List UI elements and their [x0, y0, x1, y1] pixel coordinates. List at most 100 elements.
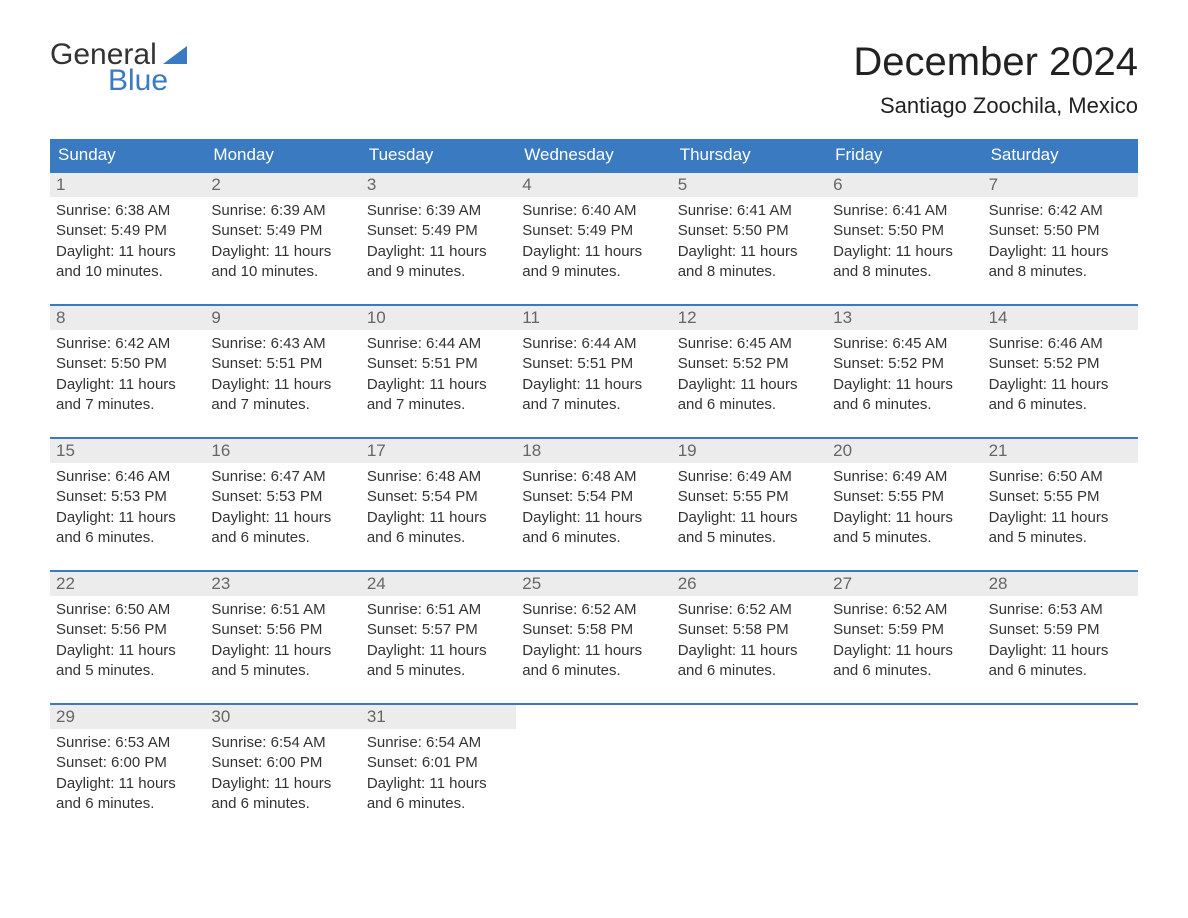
daylight-text: Daylight: 11 hours and 9 minutes.	[522, 242, 665, 283]
sunset-text: Sunset: 5:56 PM	[56, 620, 199, 640]
day-body: Sunrise: 6:40 AMSunset: 5:49 PMDaylight:…	[516, 197, 671, 286]
day-cell: 13Sunrise: 6:45 AMSunset: 5:52 PMDayligh…	[827, 306, 982, 419]
calendar-week: 15Sunrise: 6:46 AMSunset: 5:53 PMDayligh…	[50, 437, 1138, 552]
sunset-text: Sunset: 5:59 PM	[833, 620, 976, 640]
day-body: Sunrise: 6:48 AMSunset: 5:54 PMDaylight:…	[361, 463, 516, 552]
day-cell: 23Sunrise: 6:51 AMSunset: 5:56 PMDayligh…	[205, 572, 360, 685]
page-header: General Blue December 2024 Santiago Zooc…	[50, 40, 1138, 129]
day-cell: 1Sunrise: 6:38 AMSunset: 5:49 PMDaylight…	[50, 173, 205, 286]
logo: General Blue	[50, 40, 187, 96]
daylight-text: Daylight: 11 hours and 10 minutes.	[56, 242, 199, 283]
day-number: 26	[672, 572, 827, 596]
day-body: Sunrise: 6:52 AMSunset: 5:58 PMDaylight:…	[672, 596, 827, 685]
day-number: 25	[516, 572, 671, 596]
day-body: Sunrise: 6:45 AMSunset: 5:52 PMDaylight:…	[672, 330, 827, 419]
day-number: 22	[50, 572, 205, 596]
dow-sunday: Sunday	[50, 139, 205, 171]
daylight-text: Daylight: 11 hours and 6 minutes.	[522, 641, 665, 682]
sunset-text: Sunset: 5:53 PM	[56, 487, 199, 507]
day-body: Sunrise: 6:49 AMSunset: 5:55 PMDaylight:…	[672, 463, 827, 552]
sunset-text: Sunset: 5:54 PM	[367, 487, 510, 507]
daylight-text: Daylight: 11 hours and 7 minutes.	[522, 375, 665, 416]
sunset-text: Sunset: 5:56 PM	[211, 620, 354, 640]
day-cell: 19Sunrise: 6:49 AMSunset: 5:55 PMDayligh…	[672, 439, 827, 552]
daylight-text: Daylight: 11 hours and 5 minutes.	[56, 641, 199, 682]
day-cell: 16Sunrise: 6:47 AMSunset: 5:53 PMDayligh…	[205, 439, 360, 552]
location-text: Santiago Zoochila, Mexico	[853, 93, 1138, 119]
day-cell: 22Sunrise: 6:50 AMSunset: 5:56 PMDayligh…	[50, 572, 205, 685]
sunset-text: Sunset: 5:49 PM	[367, 221, 510, 241]
title-block: December 2024 Santiago Zoochila, Mexico	[853, 40, 1138, 129]
day-number: 1	[50, 173, 205, 197]
sunrise-text: Sunrise: 6:39 AM	[367, 201, 510, 221]
day-cell: 29Sunrise: 6:53 AMSunset: 6:00 PMDayligh…	[50, 705, 205, 818]
day-body: Sunrise: 6:51 AMSunset: 5:57 PMDaylight:…	[361, 596, 516, 685]
day-body: Sunrise: 6:50 AMSunset: 5:56 PMDaylight:…	[50, 596, 205, 685]
day-cell: 14Sunrise: 6:46 AMSunset: 5:52 PMDayligh…	[983, 306, 1138, 419]
sunset-text: Sunset: 5:51 PM	[367, 354, 510, 374]
day-body: Sunrise: 6:53 AMSunset: 5:59 PMDaylight:…	[983, 596, 1138, 685]
day-body: Sunrise: 6:41 AMSunset: 5:50 PMDaylight:…	[827, 197, 982, 286]
daylight-text: Daylight: 11 hours and 8 minutes.	[833, 242, 976, 283]
sunrise-text: Sunrise: 6:51 AM	[211, 600, 354, 620]
sunrise-text: Sunrise: 6:49 AM	[833, 467, 976, 487]
daylight-text: Daylight: 11 hours and 5 minutes.	[211, 641, 354, 682]
calendar-week: 8Sunrise: 6:42 AMSunset: 5:50 PMDaylight…	[50, 304, 1138, 419]
sunrise-text: Sunrise: 6:41 AM	[833, 201, 976, 221]
sunrise-text: Sunrise: 6:46 AM	[56, 467, 199, 487]
day-number: 5	[672, 173, 827, 197]
day-cell: 9Sunrise: 6:43 AMSunset: 5:51 PMDaylight…	[205, 306, 360, 419]
sunrise-text: Sunrise: 6:48 AM	[522, 467, 665, 487]
dow-wednesday: Wednesday	[516, 139, 671, 171]
daylight-text: Daylight: 11 hours and 6 minutes.	[989, 375, 1132, 416]
day-body: Sunrise: 6:49 AMSunset: 5:55 PMDaylight:…	[827, 463, 982, 552]
sunset-text: Sunset: 5:50 PM	[989, 221, 1132, 241]
day-number: 14	[983, 306, 1138, 330]
day-cell: 31Sunrise: 6:54 AMSunset: 6:01 PMDayligh…	[361, 705, 516, 818]
daylight-text: Daylight: 11 hours and 9 minutes.	[367, 242, 510, 283]
sunset-text: Sunset: 5:55 PM	[678, 487, 821, 507]
day-cell: 30Sunrise: 6:54 AMSunset: 6:00 PMDayligh…	[205, 705, 360, 818]
day-cell: 25Sunrise: 6:52 AMSunset: 5:58 PMDayligh…	[516, 572, 671, 685]
day-number: 29	[50, 705, 205, 729]
day-body: Sunrise: 6:41 AMSunset: 5:50 PMDaylight:…	[672, 197, 827, 286]
day-body: Sunrise: 6:53 AMSunset: 6:00 PMDaylight:…	[50, 729, 205, 818]
daylight-text: Daylight: 11 hours and 6 minutes.	[833, 375, 976, 416]
day-body: Sunrise: 6:42 AMSunset: 5:50 PMDaylight:…	[50, 330, 205, 419]
sunrise-text: Sunrise: 6:40 AM	[522, 201, 665, 221]
day-number	[827, 705, 982, 709]
daylight-text: Daylight: 11 hours and 5 minutes.	[833, 508, 976, 549]
sunset-text: Sunset: 5:55 PM	[989, 487, 1132, 507]
sunrise-text: Sunrise: 6:52 AM	[678, 600, 821, 620]
day-body: Sunrise: 6:43 AMSunset: 5:51 PMDaylight:…	[205, 330, 360, 419]
day-cell: 12Sunrise: 6:45 AMSunset: 5:52 PMDayligh…	[672, 306, 827, 419]
daylight-text: Daylight: 11 hours and 7 minutes.	[56, 375, 199, 416]
day-cell	[672, 705, 827, 818]
day-body: Sunrise: 6:39 AMSunset: 5:49 PMDaylight:…	[205, 197, 360, 286]
logo-sail-icon	[163, 46, 187, 64]
day-number: 12	[672, 306, 827, 330]
sunrise-text: Sunrise: 6:42 AM	[56, 334, 199, 354]
dow-tuesday: Tuesday	[361, 139, 516, 171]
sunset-text: Sunset: 6:00 PM	[56, 753, 199, 773]
sunset-text: Sunset: 5:59 PM	[989, 620, 1132, 640]
day-body: Sunrise: 6:44 AMSunset: 5:51 PMDaylight:…	[361, 330, 516, 419]
sunrise-text: Sunrise: 6:53 AM	[56, 733, 199, 753]
sunset-text: Sunset: 5:50 PM	[833, 221, 976, 241]
sunrise-text: Sunrise: 6:49 AM	[678, 467, 821, 487]
daylight-text: Daylight: 11 hours and 6 minutes.	[56, 774, 199, 815]
sunrise-text: Sunrise: 6:42 AM	[989, 201, 1132, 221]
day-body: Sunrise: 6:52 AMSunset: 5:59 PMDaylight:…	[827, 596, 982, 685]
sunset-text: Sunset: 5:49 PM	[56, 221, 199, 241]
day-body: Sunrise: 6:38 AMSunset: 5:49 PMDaylight:…	[50, 197, 205, 286]
daylight-text: Daylight: 11 hours and 6 minutes.	[678, 375, 821, 416]
sunset-text: Sunset: 5:58 PM	[678, 620, 821, 640]
daylight-text: Daylight: 11 hours and 8 minutes.	[989, 242, 1132, 283]
dow-saturday: Saturday	[983, 139, 1138, 171]
sunrise-text: Sunrise: 6:53 AM	[989, 600, 1132, 620]
day-number: 31	[361, 705, 516, 729]
day-number: 27	[827, 572, 982, 596]
daylight-text: Daylight: 11 hours and 6 minutes.	[211, 508, 354, 549]
logo-blue-text: Blue	[108, 66, 187, 96]
day-cell: 8Sunrise: 6:42 AMSunset: 5:50 PMDaylight…	[50, 306, 205, 419]
